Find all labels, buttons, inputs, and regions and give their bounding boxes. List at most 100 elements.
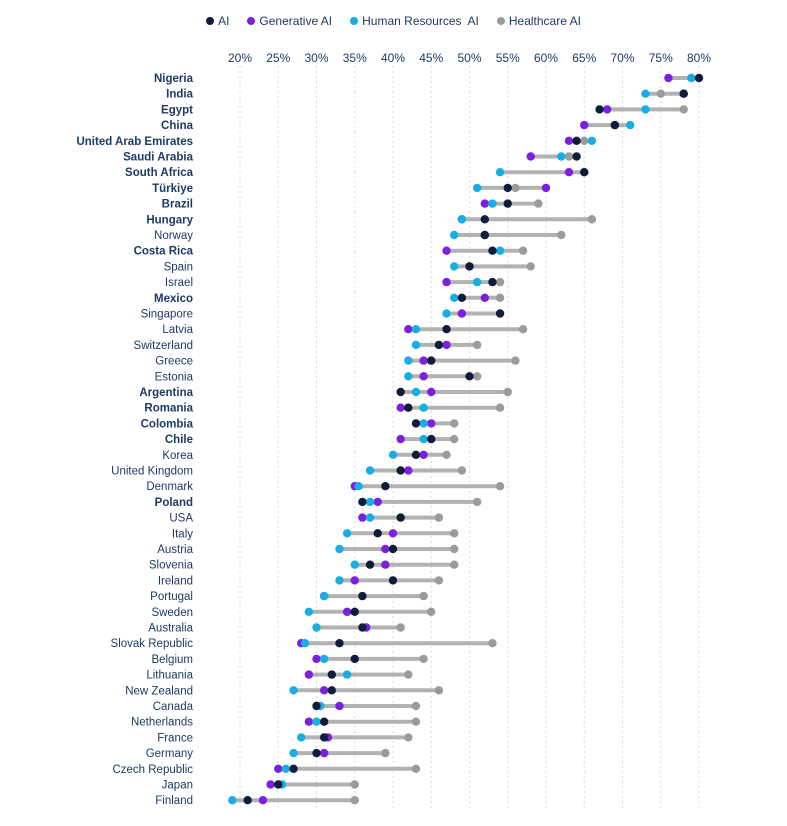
row-france: France — [157, 732, 413, 744]
point-hc — [472, 372, 482, 381]
point-hc — [450, 529, 459, 538]
row-nigeria: Nigeria — [154, 73, 704, 85]
point-hr — [281, 764, 291, 773]
point-hr — [350, 560, 359, 569]
point-hr — [404, 356, 413, 365]
row-netherlands: Netherlands — [131, 717, 421, 729]
point-ai — [358, 591, 367, 601]
legend-item-human-resources-ai: Human Resources AI — [350, 14, 479, 28]
point-hc — [679, 105, 688, 114]
point-hc — [411, 701, 421, 711]
point-ai — [427, 434, 436, 444]
point-hc — [419, 591, 428, 601]
country-label: Colombia — [141, 418, 194, 430]
x-axis-ticks: 20% 25% 30% 35% 40% 45% 50% 55% 60% 65% 70% 75% 80% — [228, 51, 711, 65]
point-ai — [350, 654, 359, 664]
row-singapore: Singapore — [141, 309, 505, 321]
x-tick-label-60: 60% — [534, 51, 558, 65]
point-hc — [411, 717, 421, 726]
point-ai — [365, 560, 375, 569]
point-hr — [450, 262, 459, 271]
point-hc — [587, 215, 597, 224]
point-ai — [327, 686, 336, 695]
point-ai — [480, 230, 489, 240]
point-hr — [625, 120, 635, 130]
point-gen — [304, 670, 314, 679]
point-hr — [365, 513, 375, 522]
point-hr — [354, 482, 363, 491]
row-costa-rica: Costa Rica — [134, 246, 528, 258]
point-gen — [304, 717, 314, 726]
row-germany: Germany — [146, 748, 390, 760]
point-hr — [411, 340, 421, 350]
row-south-africa: South Africa — [125, 167, 589, 179]
legend-item-ai: AI — [206, 14, 229, 28]
country-label: Japan — [162, 780, 193, 792]
point-ai — [319, 717, 329, 726]
country-label: Saudi Arabia — [123, 152, 193, 164]
point-ai — [610, 120, 620, 130]
country-label: Slovenia — [149, 560, 194, 572]
point-hr — [442, 309, 451, 318]
point-gen — [603, 105, 612, 114]
point-hc — [518, 325, 528, 334]
point-gen — [404, 325, 413, 334]
point-hr — [411, 325, 421, 334]
legend-label-healthcare-ai: Healthcare AI — [508, 14, 581, 28]
country-label: Sweden — [151, 607, 193, 619]
point-hc — [450, 544, 459, 554]
point-hc — [495, 403, 505, 412]
point-hr — [488, 199, 497, 208]
country-label: Israel — [165, 277, 193, 289]
point-gen — [396, 434, 405, 444]
point-ai — [396, 513, 405, 522]
point-gen — [457, 309, 467, 318]
country-label: Korea — [162, 450, 193, 462]
point-hr — [587, 136, 597, 145]
point-ai — [411, 450, 421, 459]
country-label: France — [157, 732, 193, 744]
point-ai — [274, 780, 283, 789]
point-ai — [388, 576, 398, 585]
row-estonia: Estonia — [155, 371, 482, 383]
point-hc — [495, 293, 505, 302]
point-ai — [694, 73, 704, 83]
point-hr — [450, 293, 459, 302]
point-hr — [557, 152, 566, 161]
point-hc — [564, 152, 574, 161]
point-hc — [472, 340, 482, 350]
x-tick-label-55: 55% — [496, 51, 520, 65]
point-hr — [297, 733, 306, 742]
point-ai — [358, 497, 367, 507]
row-romania: Romania — [144, 403, 505, 415]
point-hr — [319, 654, 329, 664]
country-label: Hungary — [146, 214, 193, 226]
country-label: Belgium — [151, 654, 193, 666]
point-ai — [572, 152, 581, 161]
point-hr — [319, 591, 329, 601]
country-label: Brazil — [162, 199, 193, 211]
x-tick-label-45: 45% — [419, 51, 443, 65]
point-ai — [373, 529, 382, 538]
row-japan: Japan — [162, 780, 359, 792]
point-ai — [319, 733, 329, 742]
point-gen — [274, 764, 283, 773]
point-hr — [457, 215, 467, 224]
country-label: Finland — [155, 795, 193, 807]
country-label: Switzerland — [134, 340, 193, 352]
country-label: Ireland — [158, 575, 193, 587]
row-italy: Italy — [172, 528, 459, 540]
country-label: Canada — [153, 701, 194, 713]
point-hc — [350, 796, 359, 805]
point-hr — [365, 466, 375, 475]
point-hc — [472, 497, 482, 507]
point-gen — [312, 654, 321, 664]
point-hr — [687, 73, 696, 83]
point-ai — [442, 325, 451, 334]
legend-marker-human-resources-ai — [350, 17, 359, 25]
row-argentina: Argentina — [139, 387, 512, 399]
row-colombia: Colombia — [141, 418, 459, 430]
country-label: Mexico — [154, 293, 193, 305]
country-label: Chile — [165, 434, 193, 446]
country-label: New Zealand — [125, 685, 193, 697]
